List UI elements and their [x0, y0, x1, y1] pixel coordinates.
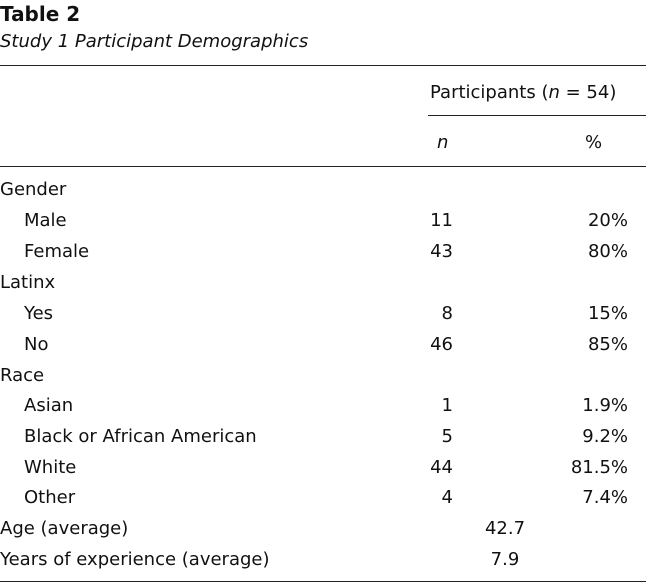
- row-pct-black: 9.2%: [582, 426, 628, 447]
- row-label-white: White: [24, 457, 77, 478]
- participants-header-suffix: = 54): [559, 82, 617, 103]
- table-title: Study 1 Participant Demographics: [0, 31, 309, 52]
- row-pct-female: 80%: [587, 241, 628, 262]
- row-value-experience: 7.9: [490, 549, 520, 570]
- row-label-black: Black or African American: [24, 426, 257, 447]
- row-label-female: Female: [24, 241, 90, 262]
- participants-subrule: [428, 115, 646, 116]
- row-pct-other: 7.4%: [582, 487, 628, 508]
- row-label-age: Age (average): [0, 518, 129, 539]
- row-pct-male: 20%: [587, 210, 628, 231]
- row-n-male: 11: [430, 210, 453, 231]
- row-label-asian: Asian: [24, 395, 74, 416]
- bottom-rule: [0, 581, 646, 582]
- header-rule: [0, 166, 646, 167]
- row-label-male: Male: [24, 210, 67, 231]
- row-n-other: 4: [441, 487, 453, 508]
- row-n-white: 44: [430, 457, 453, 478]
- row-label-gender: Gender: [0, 179, 67, 200]
- participants-header-prefix: Participants (: [430, 82, 549, 103]
- participants-header: Participants (n = 54): [430, 80, 616, 106]
- row-n-yes: 8: [441, 303, 453, 324]
- row-pct-no: 85%: [587, 334, 628, 355]
- row-n-no: 46: [430, 334, 453, 355]
- participants-header-var: n: [548, 82, 560, 103]
- column-header-n: n: [437, 132, 449, 153]
- row-label-no: No: [24, 334, 49, 355]
- row-pct-yes: 15%: [587, 303, 628, 324]
- row-n-black: 5: [441, 426, 453, 447]
- top-rule: [0, 65, 646, 66]
- row-n-female: 43: [430, 241, 453, 262]
- table-label: Table 2: [0, 2, 81, 26]
- row-n-asian: 1: [441, 395, 453, 416]
- row-label-other: Other: [24, 487, 76, 508]
- row-value-age: 42.7: [484, 518, 526, 539]
- row-label-yes: Yes: [24, 303, 54, 324]
- row-pct-asian: 1.9%: [582, 395, 628, 416]
- row-label-race: Race: [0, 365, 45, 386]
- row-label-latinx: Latinx: [0, 272, 56, 293]
- row-pct-white: 81.5%: [570, 457, 628, 478]
- column-header-percent: %: [585, 132, 603, 153]
- row-label-experience: Years of experience (average): [0, 549, 270, 570]
